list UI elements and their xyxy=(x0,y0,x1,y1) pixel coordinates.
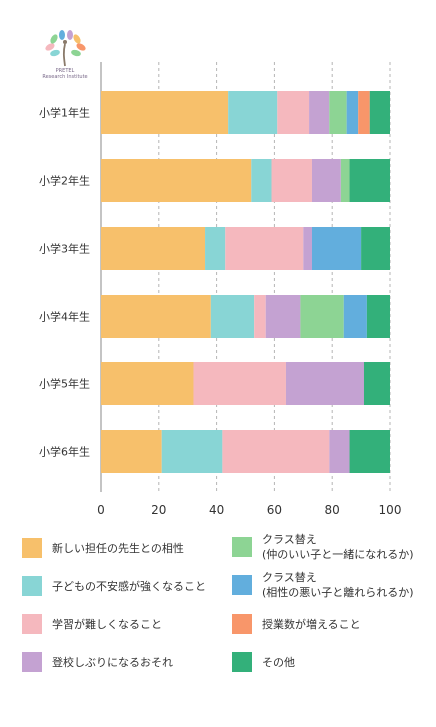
bar-segment xyxy=(343,295,367,338)
bar-segment xyxy=(101,227,206,270)
x-tick-label: 60 xyxy=(267,503,282,517)
legend-label-line: その他 xyxy=(262,655,295,669)
bar-segment xyxy=(358,91,370,134)
bar-segment xyxy=(369,91,390,134)
bar-segment xyxy=(300,295,344,338)
legend-item: 新しい担任の先生との相性 xyxy=(22,538,184,558)
bar-segment xyxy=(101,295,211,338)
bar-segment xyxy=(161,430,223,473)
bar-segment xyxy=(210,295,255,338)
bar-segment xyxy=(265,295,301,338)
legend-label: 授業数が増えること xyxy=(262,617,361,632)
legend-swatch xyxy=(232,575,252,595)
category-label: 小学2年生 xyxy=(39,174,90,188)
bar-segment xyxy=(193,362,286,405)
bar-segment xyxy=(101,362,194,405)
bar-segment xyxy=(222,430,330,473)
legend-label: 学習が難しくなること xyxy=(52,617,162,632)
legend-item: その他 xyxy=(232,652,295,672)
legend-swatch xyxy=(232,652,252,672)
bar-segment xyxy=(101,159,252,202)
legend-swatch xyxy=(22,614,42,634)
legend-label: 登校しぶりになるおそれ xyxy=(52,655,173,670)
x-tick-label: 40 xyxy=(209,503,224,517)
bar-segment xyxy=(329,430,350,473)
legend-label: クラス替え (仲のいい子と一緒になれるか) xyxy=(262,532,414,562)
legend-label-line: 授業数が増えること xyxy=(262,617,361,631)
logo-icon xyxy=(40,30,90,78)
bar-segment xyxy=(349,159,390,202)
bar-segment xyxy=(303,227,312,270)
bar-segment xyxy=(349,430,390,473)
legend-swatch xyxy=(232,537,252,557)
legend-item: クラス替え (相性の悪い子と離れられるか) xyxy=(232,570,414,600)
legend-label-line: 子どもの不安感が強くなること xyxy=(52,579,206,593)
legend-label-line: 登校しぶりになるおそれ xyxy=(52,655,173,669)
category-label: 小学3年生 xyxy=(39,242,90,256)
bar-segment xyxy=(311,159,341,202)
bar-segment xyxy=(363,362,390,405)
bar-segment xyxy=(285,362,364,405)
bar-segment xyxy=(205,227,226,270)
legend-label: 子どもの不安感が強くなること xyxy=(52,579,206,594)
legend-item: 学習が難しくなること xyxy=(22,614,162,634)
bar-segment xyxy=(346,91,359,134)
bar-segment xyxy=(271,159,312,202)
legend-label-line: (相性の悪い子と離れられるか) xyxy=(262,586,414,599)
bar-segment xyxy=(228,91,278,134)
legend-label-line: クラス替え xyxy=(262,533,317,546)
legend-label: クラス替え (相性の悪い子と離れられるか) xyxy=(262,570,414,600)
legend-item: クラス替え (仲のいい子と一緒になれるか) xyxy=(232,532,414,562)
legend-item: 登校しぶりになるおそれ xyxy=(22,652,173,672)
legend-label: 新しい担任の先生との相性 xyxy=(52,541,184,556)
x-tick-label: 20 xyxy=(151,503,166,517)
legend-swatch xyxy=(22,652,42,672)
bar-segment xyxy=(101,91,229,134)
bar-segment xyxy=(340,159,350,202)
legend-label: その他 xyxy=(262,655,295,670)
chart-legend: 新しい担任の先生との相性子どもの不安感が強くなること 学習が難しくなること 登校しぶ… xyxy=(22,533,422,716)
x-tick-label: 100 xyxy=(379,503,402,517)
x-tick-label: 80 xyxy=(325,503,340,517)
category-label: 小学4年生 xyxy=(39,310,90,324)
x-tick-label: 0 xyxy=(97,503,105,517)
bar-segment xyxy=(277,91,310,134)
bar-segment xyxy=(329,91,347,134)
legend-swatch xyxy=(22,576,42,596)
legend-label-line: (仲のいい子と一緒になれるか) xyxy=(262,548,414,561)
category-label: 小学1年生 xyxy=(39,106,90,120)
legend-item: 授業数が増えること xyxy=(232,614,361,634)
stacked-bar-chart: 0 20 40 60 80 100 小学1年生小学2年生小学3年生小学4年生小学5年生小学6… xyxy=(39,62,402,517)
bar-segment xyxy=(101,430,162,473)
bar-segment xyxy=(225,227,304,270)
bar-segment xyxy=(311,227,362,270)
legend-swatch xyxy=(22,538,42,558)
bar-segment xyxy=(309,91,330,134)
logo-subtitle: Research Institute xyxy=(42,74,88,80)
bar-segment xyxy=(254,295,266,338)
category-label: 小学5年生 xyxy=(39,377,90,391)
bar-segment xyxy=(366,295,390,338)
legend-item: 子どもの不安感が強くなること xyxy=(22,576,206,596)
bar-segment xyxy=(361,227,390,270)
category-label: 小学6年生 xyxy=(39,445,90,459)
legend-label-line: クラス替え xyxy=(262,571,317,584)
legend-label-line: 学習が難しくなること xyxy=(52,617,162,631)
legend-label-line: 新しい担任の先生との相性 xyxy=(52,541,184,555)
logo-name: PRETEL xyxy=(55,68,75,74)
legend-swatch xyxy=(232,614,252,634)
bar-segment xyxy=(251,159,272,202)
